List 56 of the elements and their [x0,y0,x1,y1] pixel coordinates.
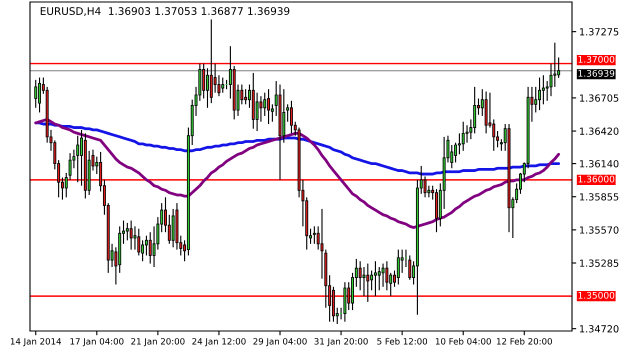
candlestick [366,263,370,302]
x-tick-label: 12 Feb 20:00 [496,338,552,345]
ref-line-label: 1.36000 [578,176,614,182]
y-tick-label: 1.35570 [580,226,619,234]
candlestick [214,63,217,94]
candlestick [244,88,248,105]
candlestick [374,260,377,297]
candlestick [382,263,385,288]
candlestick [144,235,148,256]
x-tick-label: 31 Jan 20:00 [314,338,368,346]
y-tick-label: 1.35855 [580,193,618,201]
y-tick-label: 1.34720 [580,325,619,333]
y-tick-label: 1.37275 [580,28,618,36]
candlestick [76,135,80,183]
x-tick-label: 17 Jan 04:00 [70,338,124,346]
y-tick-label: 1.36705 [580,94,618,102]
y-tick-label: 1.35285 [580,259,618,267]
chart-title: EURUSD,H4 1.36903 1.37053 1.36877 1.36939 [40,7,290,16]
line-series [34,118,560,229]
candlestick [320,208,324,280]
candlestick [542,74,545,105]
candlestick [370,270,374,291]
y-tick-label: 1.36420 [580,128,619,135]
candlestick [259,96,262,122]
candlestick [80,129,83,186]
x-tick-label: 21 Jan 20:00 [131,338,185,346]
x-tick-label: 14 Jan 2014 [10,338,62,346]
x-tick-label: 29 Jan 04:00 [253,338,307,346]
candlestick [202,63,206,100]
candlestick [553,42,556,88]
ref-line-label: 1.36939 [578,70,614,77]
ref-line-label: 1.35000 [578,292,614,299]
ref-line-label: 1.37000 [578,56,614,63]
candlestick [538,77,542,111]
candlestick [362,266,366,297]
candlestick [312,226,316,244]
x-tick-label: 10 Feb 04:00 [436,338,491,345]
candlestick [210,18,213,104]
candlestick [358,260,362,291]
x-tick-label: 5 Feb 12:00 [377,338,428,345]
candlestick [217,74,220,97]
candlestick [130,220,133,250]
candlestick [267,88,270,125]
candlestick [256,92,259,132]
x-tick-label: 24 Jan 12:00 [192,338,246,346]
candlestick [290,100,293,134]
candlestick [126,222,129,241]
candlestick [38,77,42,113]
candlestick [282,88,286,144]
candlestick [550,63,552,97]
candlestick [396,249,400,286]
candlestick [152,226,156,268]
candlestick [221,77,224,94]
candlestick [316,226,320,250]
candlestick [206,68,209,108]
y-tick-label: 1.36140 [580,160,619,168]
